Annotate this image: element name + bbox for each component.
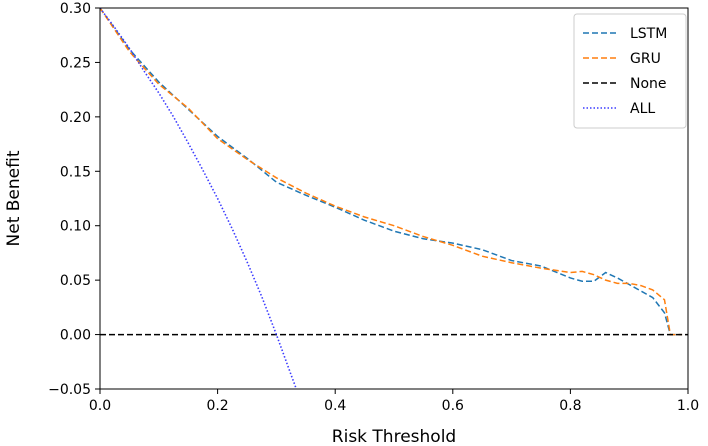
x-tick-label: 0.0 [89, 398, 111, 414]
x-tick-label: 0.6 [442, 398, 464, 414]
legend-label-gru: GRU [630, 51, 661, 67]
y-tick-label: 0.15 [60, 164, 91, 180]
x-axis: 0.0 0.2 0.4 0.6 0.8 1.0 [89, 389, 699, 414]
x-tick-label: 0.4 [324, 398, 346, 414]
x-tick-label: 0.2 [206, 398, 228, 414]
series-line-all [100, 8, 298, 389]
y-tick-label: 0.00 [60, 328, 91, 344]
legend: LSTM GRU None ALL [573, 13, 687, 129]
x-tick-label: 0.8 [559, 398, 581, 414]
y-tick-label: −0.05 [48, 382, 91, 398]
y-axis-title: Net Benefit [4, 150, 24, 246]
legend-box [573, 13, 687, 129]
y-tick-label: 0.05 [60, 273, 91, 289]
series-line-lstm [100, 8, 683, 336]
y-axis: −0.05 0.00 0.05 0.10 0.15 0.20 0.25 0.30 [48, 1, 100, 398]
series-line-gru [100, 8, 683, 336]
plot-frame [99, 7, 689, 390]
y-tick-label: 0.10 [60, 219, 91, 235]
x-axis-title: Risk Threshold [332, 427, 456, 446]
y-tick-label: 0.20 [60, 110, 91, 126]
legend-label-lstm: LSTM [630, 26, 667, 42]
legend-label-all: ALL [630, 101, 655, 117]
legend-label-none: None [630, 76, 667, 92]
y-tick-label: 0.25 [60, 55, 91, 71]
y-tick-label: 0.30 [60, 1, 91, 17]
x-tick-label: 1.0 [677, 398, 699, 414]
plot-area [100, 8, 688, 389]
